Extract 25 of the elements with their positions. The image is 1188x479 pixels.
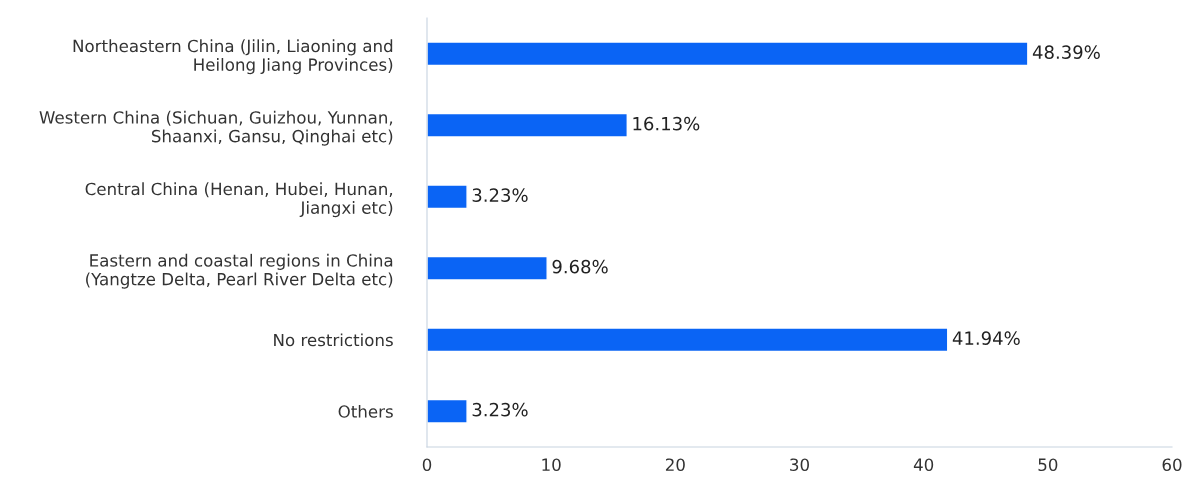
x-tick-label: 50 [1038, 458, 1058, 472]
data-label: 16.13% [633, 116, 700, 131]
data-label: 48.39% [1032, 45, 1100, 59]
data-label: 3.23% [472, 402, 528, 417]
x-tick-label: 60 [1162, 458, 1182, 472]
x-tick-label: 0 [422, 458, 432, 472]
x-tick-label: 40 [913, 458, 934, 472]
bar [427, 184, 468, 210]
y-tick-label: Eastern and coastal regions in China (Yangtze Delta, Pearl River Delta etc) [86, 253, 393, 289]
y-tick-label: Western China (Sichuan, Guizhou, Yunnan, Shaanxi, Gansu, Qinghai etc) [39, 110, 393, 146]
x-tick-label: 30 [790, 458, 809, 472]
data-label: 9.68% [552, 259, 608, 274]
bar [427, 41, 1029, 67]
bar [427, 327, 949, 353]
x-tick-label: 10 [542, 458, 561, 472]
data-label: 3.23% [472, 188, 528, 202]
data-label: 41.94% [952, 331, 1020, 345]
y-tick-label: No restrictions [274, 333, 393, 347]
y-tick-label: Northeastern China (Jilin, Liaoning and Heilong Jiang Provinces) [73, 39, 393, 75]
bar [427, 112, 628, 138]
bar [427, 255, 548, 281]
bar [427, 398, 468, 424]
y-tick-label: Central China (Henan, Hubei, Hunan, Jiangxi etc) [85, 182, 393, 218]
y-tick-label: Others [338, 404, 393, 418]
x-tick-label: 20 [665, 458, 685, 472]
